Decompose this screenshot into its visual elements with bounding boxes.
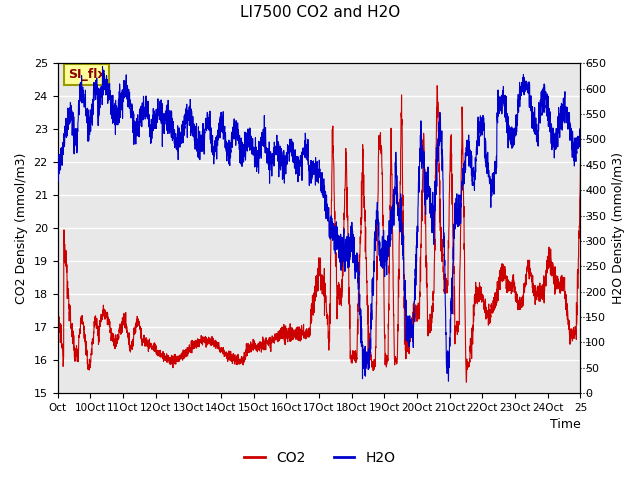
- Legend: CO2, H2O: CO2, H2O: [239, 445, 401, 471]
- Text: LI7500 CO2 and H2O: LI7500 CO2 and H2O: [240, 5, 400, 20]
- Y-axis label: H2O Density (mmol/m3): H2O Density (mmol/m3): [612, 152, 625, 304]
- X-axis label: Time: Time: [550, 419, 580, 432]
- Text: SI_flx: SI_flx: [68, 68, 106, 81]
- Y-axis label: CO2 Density (mmol/m3): CO2 Density (mmol/m3): [15, 153, 28, 304]
